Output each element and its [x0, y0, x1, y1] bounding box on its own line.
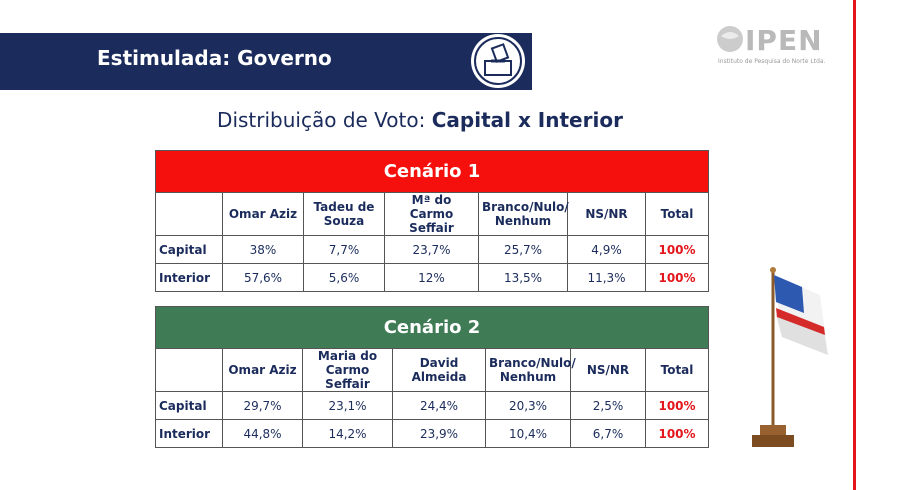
- logo-globe: [717, 26, 743, 52]
- cell: 10,4%: [485, 419, 571, 448]
- accent-line: [853, 0, 856, 490]
- subtitle: Distribuição de Voto: Capital x Interior: [0, 108, 840, 132]
- cell: 25,7%: [478, 235, 568, 264]
- header-title: Estimulada: Governo: [97, 46, 332, 70]
- data-table: Cenário 1 Omar Aziz Tadeu de Souza Mª do Ca…: [154, 150, 710, 292]
- cell: 14,2%: [302, 419, 393, 448]
- table-title: Cenário 2: [154, 306, 710, 349]
- cell: 13,5%: [478, 263, 568, 292]
- column-header: Omar Aziz: [222, 192, 304, 236]
- cell: 20,3%: [485, 391, 571, 420]
- cell: 12%: [384, 263, 479, 292]
- cell: 5,6%: [303, 263, 385, 292]
- corner-cell: [155, 192, 223, 236]
- cell: 4,9%: [567, 235, 646, 264]
- cell: 29,7%: [222, 391, 303, 420]
- cell: 100%: [644, 263, 710, 292]
- row-label: Capital: [155, 235, 223, 264]
- column-header: Tadeu de Souza: [303, 192, 385, 236]
- column-header: Maria do Carmo Seffair: [302, 348, 393, 392]
- cell: 23,7%: [384, 235, 479, 264]
- row-label: Interior: [155, 263, 223, 292]
- subtitle-prefix: Distribuição de Voto:: [217, 108, 426, 132]
- column-header: Omar Aziz: [222, 348, 303, 392]
- logo-name: IPEN: [745, 24, 823, 57]
- data-row: Capital 29,7% 23,1% 24,4% 20,3% 2,5% 100%: [155, 391, 710, 420]
- cell: 38%: [222, 235, 304, 264]
- data-row: Interior 57,6% 5,6% 12% 13,5% 11,3% 100%: [155, 263, 710, 292]
- subtitle-emphasis: Capital x Interior: [431, 108, 623, 132]
- cell: 23,1%: [302, 391, 393, 420]
- table-title: Cenário 1: [154, 150, 710, 193]
- column-header: Total: [644, 348, 710, 392]
- title-row: Cenário 1: [154, 150, 710, 193]
- cell: 100%: [644, 419, 710, 448]
- column-header: Total: [644, 192, 710, 236]
- cell: 44,8%: [222, 419, 303, 448]
- cell: 11,3%: [567, 263, 646, 292]
- corner-cell: [155, 348, 223, 392]
- column-header: Branco/Nulo/ Nenhum: [485, 348, 576, 392]
- header-row: Omar Aziz Tadeu de Souza Mª do Carmo Seffa…: [155, 192, 710, 236]
- row-label: Interior: [155, 419, 223, 448]
- flag-illustration: [752, 267, 828, 447]
- column-header: NS/NR: [567, 192, 646, 236]
- data-table: Cenário 2 Omar Aziz Maria do Carmo Seffair…: [154, 306, 710, 448]
- row-label: Capital: [155, 391, 223, 420]
- cell: 100%: [644, 391, 710, 420]
- cell: 100%: [644, 235, 710, 264]
- data-row: Capital 38% 7,7% 23,7% 25,7% 4,9% 100%: [155, 235, 710, 264]
- cell: 24,4%: [392, 391, 486, 420]
- cell: 23,9%: [392, 419, 486, 448]
- title-row: Cenário 2: [154, 306, 710, 349]
- data-row: Interior 44,8% 14,2% 23,9% 10,4% 6,7% 100%: [155, 419, 710, 448]
- column-header: Mª do Carmo Seffair: [384, 192, 479, 236]
- cell: 6,7%: [570, 419, 646, 448]
- ballot-icon: [471, 34, 525, 88]
- column-header: NS/NR: [570, 348, 646, 392]
- cell: 2,5%: [570, 391, 646, 420]
- header-bar: [0, 33, 532, 90]
- column-header: David Almeida: [392, 348, 486, 392]
- cell: 7,7%: [303, 235, 385, 264]
- logo-tagline: Instituto de Pesquisa do Norte Ltda.: [718, 58, 826, 65]
- header-row: Omar Aziz Maria do Carmo Seffair David Alm…: [155, 348, 710, 392]
- column-header: Branco/Nulo/ Nenhum: [478, 192, 569, 236]
- cell: 57,6%: [222, 263, 304, 292]
